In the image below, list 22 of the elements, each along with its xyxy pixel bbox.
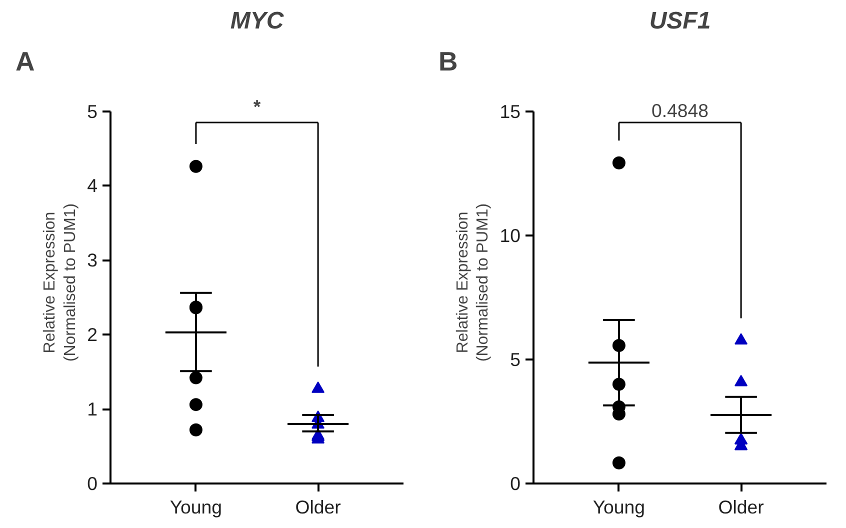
y-tick-label: 1 (87, 398, 98, 420)
y-tick-label: 2 (87, 324, 98, 346)
annotation: * (253, 96, 262, 117)
y-tick-label: 0 (87, 473, 98, 494)
y-tick-label: 5 (510, 348, 521, 370)
chart-title: MYC (230, 8, 284, 34)
chart-title: USF1 (649, 8, 711, 34)
y-axis-title: Relative Expression (Normalised to PUM1) (454, 203, 492, 362)
x-tick-label: Older (295, 496, 341, 518)
y-axis-title: Relative Expression (Normalised to PUM1) (42, 203, 80, 362)
y-tick-label: 15 (500, 100, 521, 122)
y-tick-label: 5 (87, 100, 98, 122)
x-tick-label: Young (592, 496, 646, 518)
text: B (438, 46, 458, 76)
y-tick-label: 10 (500, 224, 521, 246)
x-tick-label: Older (718, 496, 764, 518)
text: A (16, 46, 35, 76)
y-tick-label: 3 (87, 250, 98, 271)
y-tick-label: 0 (510, 473, 521, 494)
x-tick-label: Young (170, 496, 222, 518)
annotation: 0.4848 (651, 100, 709, 121)
y-tick-label: 4 (87, 175, 98, 196)
